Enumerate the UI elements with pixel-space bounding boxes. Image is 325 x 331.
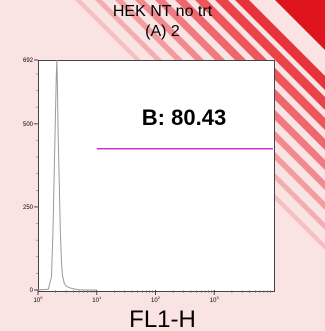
y-tick-label: 500 (23, 122, 34, 128)
gate-label: B: 80.43 (142, 105, 226, 130)
y-tick-label: 250 (23, 205, 34, 211)
y-tick-label: 0 (30, 288, 34, 294)
x-tick-label: 102 (151, 295, 161, 304)
x-axis-label: FL1-H (129, 306, 196, 331)
decorative-corner (275, 0, 325, 50)
x-tick-label: 103 (210, 295, 220, 304)
decorative-stripe (215, 0, 325, 110)
plot-area (38, 60, 275, 292)
x-tick-label: 101 (92, 295, 102, 304)
y-tick-label: 692 (23, 58, 34, 64)
chart-subtitle: (A) 2 (145, 23, 180, 40)
decorative-stripe (235, 0, 325, 90)
chart-title: HEK NT no trt (112, 3, 213, 20)
histogram-line (37, 59, 97, 291)
x-tick-label: 100 (34, 295, 44, 304)
